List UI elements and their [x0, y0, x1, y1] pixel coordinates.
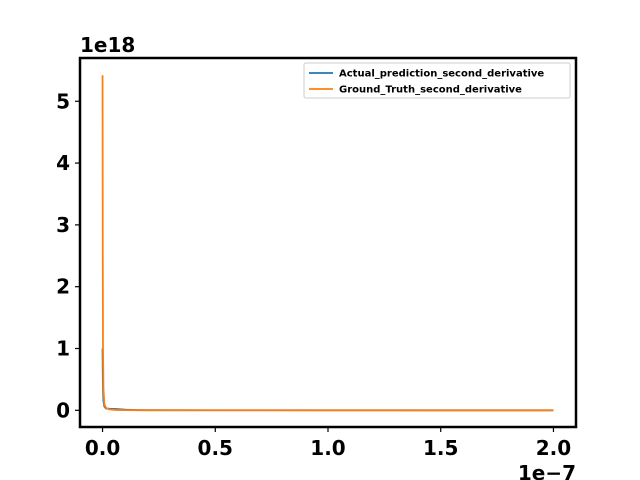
axes-frame [78, 56, 578, 429]
x-tick-label: 1.5 [423, 436, 458, 460]
y-offset-text: 1e18 [80, 33, 135, 57]
y-tick-label: 4 [56, 151, 70, 175]
y-tick-label: 0 [56, 398, 70, 422]
x-tick-label: 2.0 [536, 436, 571, 460]
y-tick-label: 2 [56, 275, 70, 299]
legend-label-2: Ground_Truth_second_derivative [339, 85, 522, 96]
legend-box [303, 62, 571, 99]
y-tick-label: 5 [56, 89, 70, 113]
x-tick-label: 0.5 [198, 436, 233, 460]
series-line-1 [101, 348, 554, 412]
y-tick-label: 1 [56, 337, 70, 361]
legend-items: Actual_prediction_second_derivative Groun… [309, 69, 544, 96]
x-offset-text: 1e−7 [518, 461, 576, 480]
x-tick-label: 1.0 [310, 436, 345, 460]
series-line-2 [101, 75, 554, 412]
y-tick-label: 3 [56, 213, 70, 237]
legend: Actual_prediction_second_derivative Groun… [303, 62, 571, 99]
x-tick-label: 0.0 [85, 436, 120, 460]
ticks-layer: 0.0 0.5 1.0 1.5 2.0 0 1 2 3 4 5 [56, 89, 571, 460]
series-layer [101, 75, 554, 412]
legend-label-1: Actual_prediction_second_derivative [339, 69, 544, 80]
